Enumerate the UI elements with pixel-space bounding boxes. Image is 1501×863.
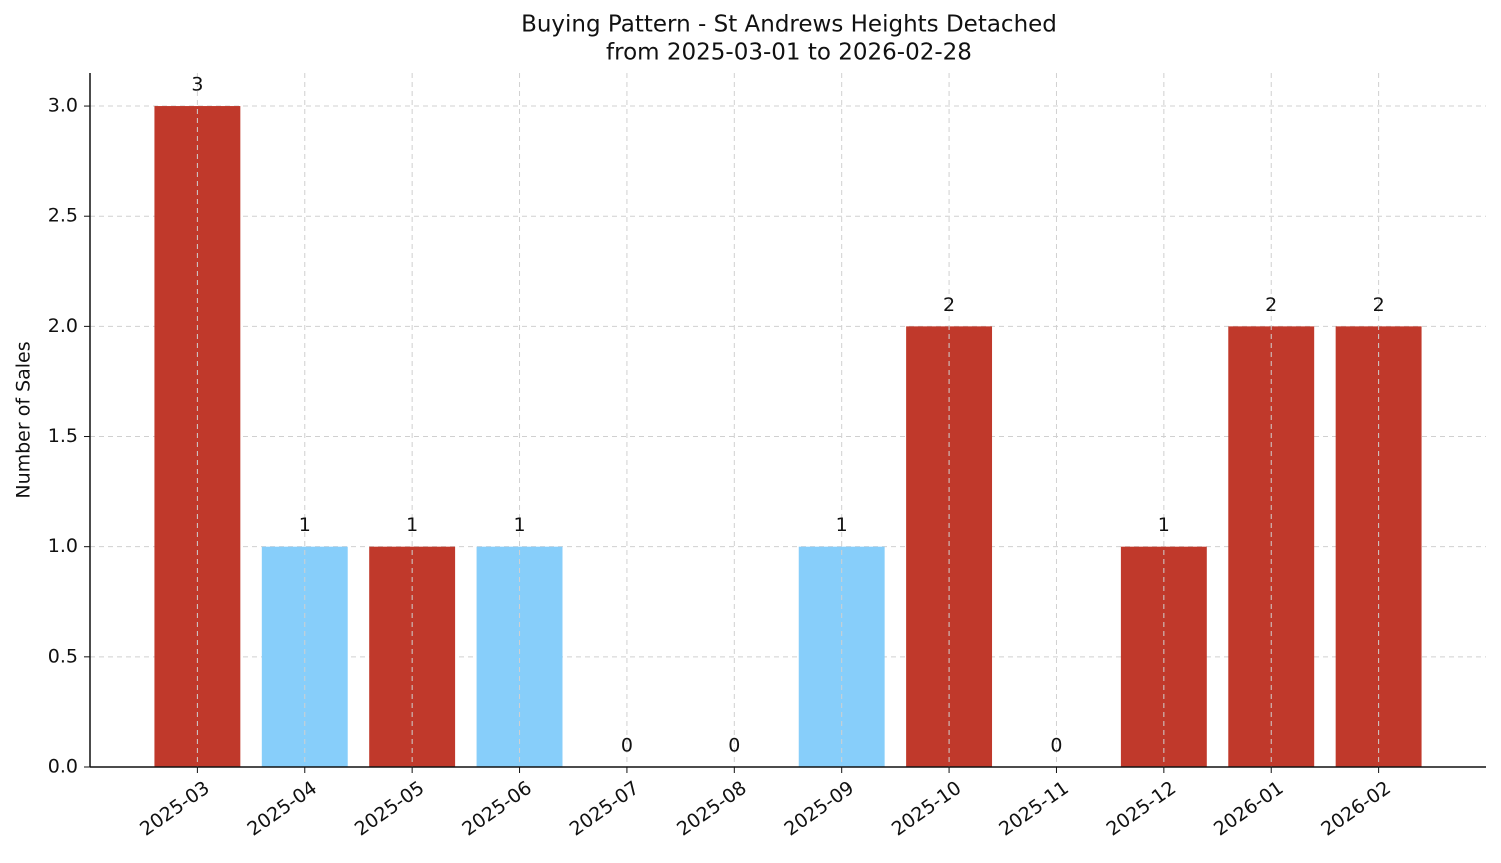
value-label: 2: [1265, 294, 1277, 316]
y-tick-label: 0.5: [48, 645, 78, 667]
value-label: 3: [191, 74, 203, 96]
x-tick-label: 2025-04: [243, 777, 321, 841]
y-tick-label: 0.0: [48, 756, 78, 778]
chart-subtitle: from 2025-03-01 to 2026-02-28: [606, 40, 972, 66]
x-tick-label: 2026-02: [1317, 777, 1395, 841]
value-label: 0: [728, 735, 740, 757]
chart-title: Buying Pattern - St Andrews Heights Deta…: [521, 12, 1057, 38]
value-label: 0: [621, 735, 633, 757]
y-axis-label: Number of Sales: [13, 341, 35, 498]
value-label: 1: [406, 514, 418, 536]
x-tick-label: 2025-07: [566, 777, 644, 841]
value-label: 1: [299, 514, 311, 536]
x-tick-label: 2025-06: [458, 777, 536, 841]
x-tick-label: 2025-03: [136, 777, 214, 841]
x-tick-label: 2025-05: [351, 777, 429, 841]
value-label: 2: [1373, 294, 1385, 316]
x-tick-label: 2025-12: [1103, 777, 1181, 841]
value-label: 2: [943, 294, 955, 316]
y-tick-label: 2.0: [48, 315, 78, 337]
x-tick-label: 2025-11: [995, 777, 1073, 841]
value-label: 1: [1158, 514, 1170, 536]
y-tick-label: 1.0: [48, 535, 78, 557]
y-tick-label: 3.0: [48, 95, 78, 117]
x-tick-label: 2026-01: [1210, 777, 1288, 841]
x-tick-label: 2025-10: [888, 777, 966, 841]
value-label: 0: [1050, 735, 1062, 757]
x-tick-label: 2025-09: [780, 777, 858, 841]
y-tick-label: 2.5: [48, 205, 78, 227]
x-tick-label: 2025-08: [673, 777, 751, 841]
value-label: 1: [513, 514, 525, 536]
value-label: 1: [836, 514, 848, 536]
y-tick-label: 1.5: [48, 425, 78, 447]
